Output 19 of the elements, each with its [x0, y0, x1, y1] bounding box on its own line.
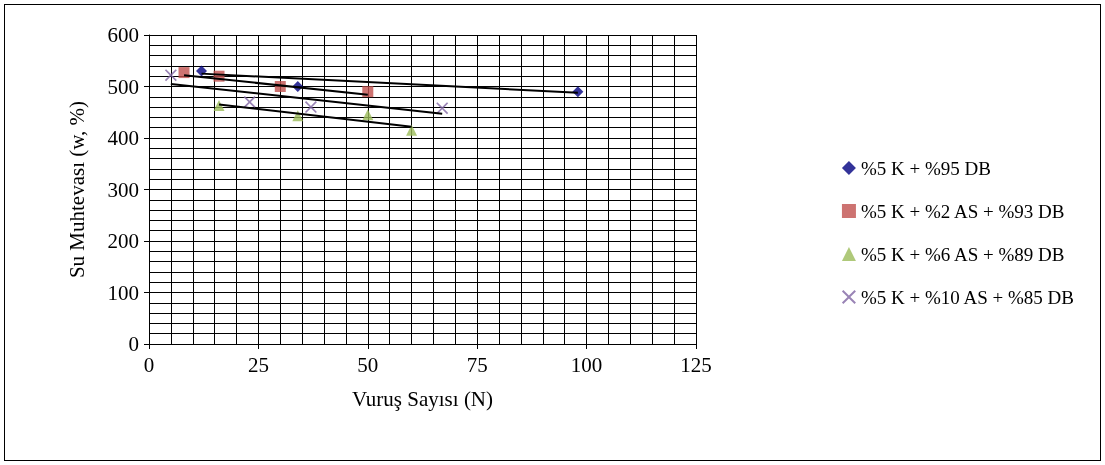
legend-label: %5 K + %10 AS + %85 DB [860, 286, 1074, 308]
legend-label: %5 K + %6 AS + %89 DB [860, 243, 1065, 265]
x-tick-label: 75 [466, 352, 488, 377]
legend-label: %5 K + %95 DB [860, 157, 991, 179]
y-tick-label: 300 [107, 177, 139, 202]
x-tick-label: 100 [570, 352, 603, 377]
y-tick-label: 500 [107, 74, 139, 99]
y-tick-label: 0 [128, 332, 139, 356]
y-tick-label: 200 [107, 229, 139, 253]
x-tick-label: 0 [143, 352, 155, 377]
y-axis-title: Su Muhtevası (w, %) [64, 100, 89, 279]
x-axis-title: Vuruş Sayısı (N) [351, 386, 494, 411]
y-tick-label: 100 [107, 280, 139, 305]
y-tick-label: 600 [107, 23, 139, 47]
x-tick-label: 125 [680, 352, 712, 377]
x-tick-label: 50 [357, 352, 379, 377]
y-tick-label: 400 [107, 126, 139, 150]
legend-label: %5 K + %2 AS + %93 DB [860, 200, 1065, 222]
x-tick-label: 25 [247, 352, 269, 377]
